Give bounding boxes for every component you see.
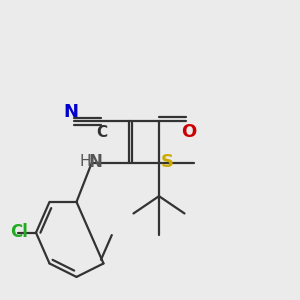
Text: H: H — [80, 154, 91, 169]
Text: N: N — [88, 152, 102, 170]
Text: Cl: Cl — [11, 223, 28, 241]
Text: C: C — [96, 125, 108, 140]
Text: S: S — [160, 153, 174, 171]
Text: N: N — [64, 103, 79, 121]
Text: O: O — [181, 123, 196, 141]
